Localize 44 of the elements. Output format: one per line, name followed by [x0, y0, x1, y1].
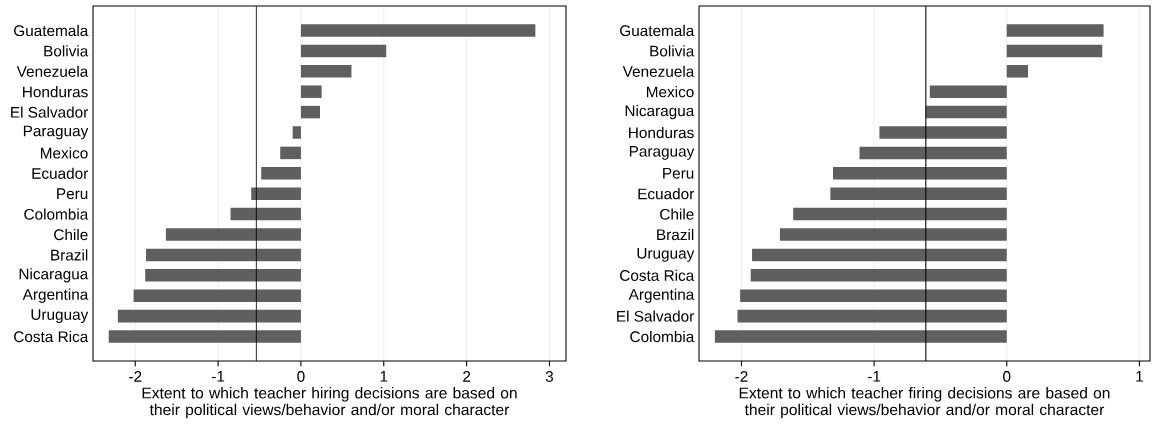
y-tick-label: Colombia	[24, 208, 89, 220]
x-tick-label: 1	[1136, 371, 1143, 382]
y-tick-label: Uruguay	[637, 248, 695, 262]
y-tick-label: Paraguay	[629, 146, 695, 160]
y-tick-label: Argentina	[22, 288, 89, 303]
y-tick-label: Nicaragua	[19, 268, 89, 283]
x-axis-title: Extent to which teacher firing decisions are based on their political views/behavior and/or moral character	[739, 387, 1110, 419]
y-tick-label: Ecuador	[32, 167, 89, 179]
x-tick-label: 0	[297, 371, 305, 382]
y-tick-label: Chile	[660, 208, 694, 220]
y-tick-label: Bolivia	[650, 45, 695, 57]
y-tick-label: Guatemala	[14, 24, 89, 37]
x-tick-label: -1	[867, 371, 881, 382]
x-axis-title: Extent to which teacher hiring decisions are based on their political views/behavior and/or moral character	[142, 387, 517, 419]
y-tick-label: Colombia	[630, 330, 695, 343]
y-tick-label: Costa Rica	[14, 330, 89, 343]
x-tick-label: 2	[463, 371, 471, 382]
y-tick-label: Mexico	[646, 86, 694, 98]
y-tick-label: Paraguay	[23, 125, 89, 140]
x-tick-label: -2	[129, 371, 142, 382]
y-tick-label: Ecuador	[638, 188, 695, 200]
x-tick-label: -1	[211, 371, 225, 382]
x-tick-label: 0	[1003, 371, 1011, 382]
y-tick-label: Nicaragua	[625, 104, 695, 120]
y-tick-label: Guatemala	[620, 24, 695, 37]
y-tick-label: El Salvador	[11, 106, 89, 118]
y-tick-label: Mexico	[40, 147, 88, 159]
y-tick-label: Venezuela	[622, 65, 695, 77]
y-tick-label: Chile	[54, 228, 88, 241]
x-tick-label: -2	[735, 371, 748, 382]
y-tick-label: Honduras	[629, 126, 694, 139]
y-tick-label: Brazil	[657, 228, 694, 241]
y-tick-label: Peru	[663, 167, 694, 179]
x-tick-label: 1	[380, 371, 388, 382]
y-tick-label: Costa Rica	[620, 269, 695, 281]
y-tick-label: Venezuela	[16, 65, 89, 77]
y-tick-label: Bolivia	[44, 45, 89, 57]
y-tick-label: Argentina	[628, 288, 695, 303]
y-tick-label: El Salvador	[617, 310, 695, 322]
y-tick-label: Uruguay	[31, 309, 89, 323]
y-tick-label: Brazil	[51, 249, 88, 261]
y-tick-label: Honduras	[23, 86, 88, 98]
x-tick-label: 3	[545, 371, 554, 382]
y-tick-label: Peru	[57, 188, 88, 200]
